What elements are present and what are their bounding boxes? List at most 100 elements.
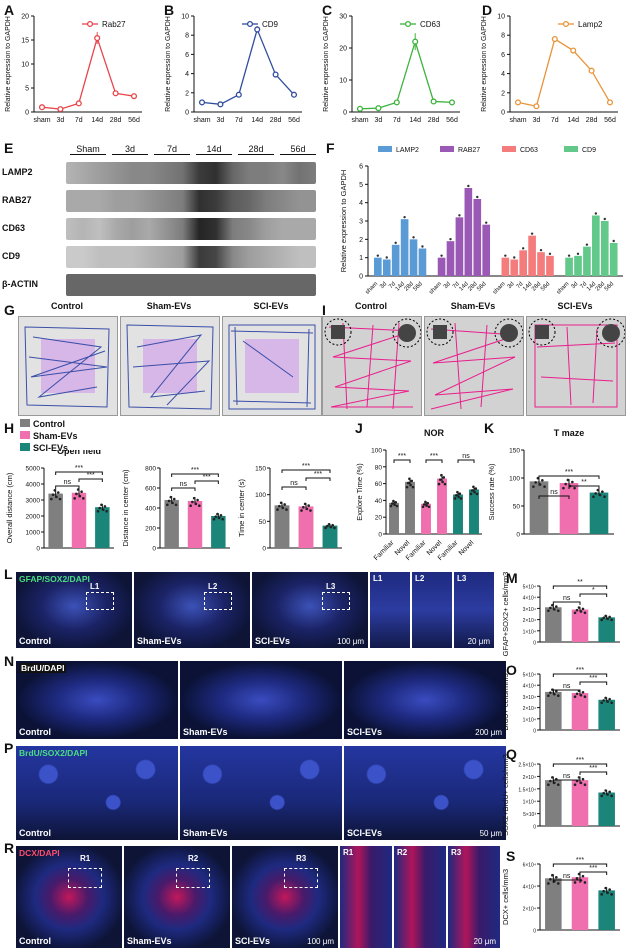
x-tick-label: 28d [404,281,415,292]
data-point [566,478,570,482]
data-point [562,486,565,490]
sig-label: ns [550,489,558,496]
legend-item: Control [20,418,78,430]
data-point [192,496,196,500]
bar-chart-f: 0 1 2 3 4 5 6 Relative expression to GAPDH LAMP2… [339,146,623,296]
data-point [307,504,310,507]
sig-label: *** [589,675,597,682]
data-point [603,217,606,221]
y-tick-label: 0 [25,110,29,117]
x-tick-label: 7d [235,117,243,124]
stain-label: GFAP/SOX2/DAPI [19,574,90,584]
group-legend: Control Sham-EVs SCI-EVs [20,418,78,454]
data-point [395,504,399,508]
x-tick-label: 3d [375,117,383,124]
data-point [194,502,198,506]
data-point [472,485,475,489]
data-point [577,606,581,609]
data-point [588,67,595,74]
sig-bracket [305,477,331,481]
micro-caption: Control [19,828,51,838]
data-point [438,478,442,481]
data-point [302,505,305,509]
y-axis-label: Relative expression to GAPDH [339,170,348,273]
data-point [474,487,478,490]
y-tick-label: 4×10⁴ [523,885,536,891]
stain-label: DCX/DAPI [19,848,60,858]
y-axis-label: Distance in center (cm) [121,469,130,547]
x-tick-label: 3d [570,281,579,290]
micro-r-3: SCI-EVs R3 100 μm [232,846,338,948]
panel-label-j: J [355,420,363,436]
data-point [583,881,587,884]
x-tick-label: 3d [379,281,388,290]
micro-caption: Sham-EVs [137,636,182,646]
data-point [130,93,138,100]
data-point [457,495,460,499]
blot-row-label: β-ACTIN [2,279,38,289]
panel-label-r: R [4,840,15,856]
panel-label-d: D [482,2,493,18]
y-tick-label: 0 [533,641,536,647]
data-point [166,503,169,507]
bar [598,792,615,826]
data-point [221,517,224,521]
blot-strip [66,246,316,268]
y-axis-label: Relative expression to GAPDH [5,16,12,112]
zoom-box-label: L2 [208,582,218,591]
data-point [73,497,76,500]
sig-label: *** [87,472,95,479]
sig-bracket [281,469,331,473]
y-tick-label: 1 [359,255,363,262]
data-point [538,483,542,486]
x-tick-label: 28d [467,281,478,292]
data-point [579,610,583,613]
data-point [394,500,398,504]
data-point [375,105,382,112]
data-point [385,256,388,259]
bar [501,257,510,276]
micro-l-zoom-1: L1 [370,572,410,648]
scale-bar: 20 μm [473,937,496,946]
y-tick-label: 100 [371,448,382,455]
y-tick-label: 4 [501,71,505,78]
legend-label: Lamp2 [578,20,603,29]
data-point [604,696,607,700]
micro-l-zoom-3: L3 20 μm [454,572,494,648]
data-point [331,523,334,527]
data-point [217,516,221,520]
bar [455,217,464,276]
data-point [594,212,598,215]
series-line [517,38,611,108]
micro-caption: Sham-EVs [127,936,172,946]
legend-swatch [502,146,516,152]
sig-bracket [171,473,219,477]
data-point [410,479,414,483]
bar-chart-q: 0 5×10³ 1×10⁴ 1.5×10⁴ 2×10⁴ 2.5×10⁴ SOX2+BrdU+… [501,754,620,836]
y-tick-label: 6 [359,164,363,171]
x-tick-label: 3d [443,281,452,290]
sig-bracket [579,681,608,685]
bar [164,500,179,548]
data-point [610,701,613,705]
sig-bracket [568,485,600,489]
data-point [390,502,394,505]
data-point [409,483,412,487]
data-point [96,509,100,513]
data-point [82,497,85,500]
data-point [300,509,303,512]
bar [545,878,562,930]
data-point [189,504,192,507]
bar [409,239,418,276]
y-tick-label: 150 [509,448,520,455]
bar-chart-m: 0 1×10⁴ 2×10⁴ 3×10⁴ 4×10⁴ 5×10⁴ GFAP+SOX2+ cel… [501,572,620,656]
sig-label: ns [563,683,571,690]
data-point [406,481,410,485]
data-point [467,184,470,188]
stain-label: BrdU/SOX2/DAPI [19,748,88,758]
sig-label: ns [563,595,571,602]
data-point [533,103,540,110]
legend-label: LAMP2 [396,147,419,154]
data-point [458,214,461,217]
y-axis-label: Time in center (s) [237,478,246,537]
